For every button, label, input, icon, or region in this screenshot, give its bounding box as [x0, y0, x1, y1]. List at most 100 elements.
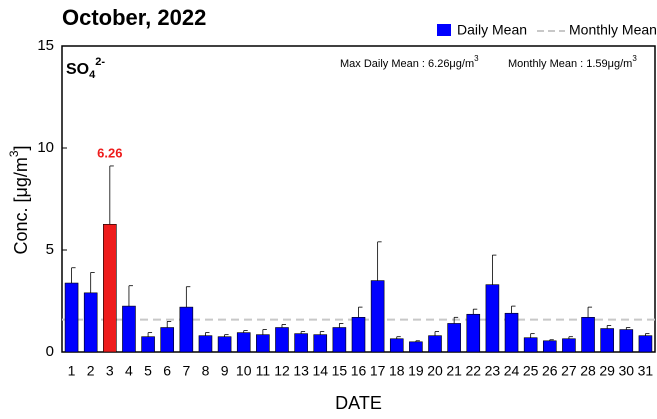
x-tick-label: 1 — [68, 363, 76, 379]
error-bar — [415, 340, 420, 342]
x-tick-label: 26 — [542, 363, 558, 379]
bar — [504, 312, 519, 353]
error-bar — [338, 323, 344, 328]
error-bar — [205, 332, 210, 336]
bar — [179, 306, 194, 353]
error-bar — [645, 333, 650, 336]
error-bar — [530, 333, 535, 338]
error-bar — [492, 254, 497, 285]
x-tick-label: 3 — [106, 363, 114, 379]
bar — [600, 328, 614, 353]
error-bar — [71, 267, 76, 284]
x-tick-label: 27 — [561, 363, 577, 379]
error-bar — [358, 306, 363, 318]
x-tick-label: 30 — [619, 363, 635, 379]
bar — [122, 305, 136, 353]
bar — [294, 333, 308, 353]
x-tick-label: 29 — [599, 363, 615, 379]
error-bar — [300, 331, 306, 334]
legend-label: Daily Mean — [457, 22, 527, 38]
y-tick-label: 5 — [46, 241, 54, 258]
x-tick-label: 25 — [523, 363, 539, 379]
legend-swatch — [437, 24, 451, 36]
error-bar — [243, 330, 248, 333]
bar — [389, 338, 404, 353]
x-tick-label: 31 — [638, 363, 654, 379]
error-bar — [568, 336, 573, 339]
y-axis-label: Conc. [μg/m3] — [7, 145, 31, 254]
bar — [370, 280, 385, 353]
bar — [485, 284, 500, 353]
x-tick-label: 7 — [182, 363, 190, 379]
error-bar — [128, 285, 133, 307]
bar — [466, 313, 481, 353]
bar — [542, 340, 557, 353]
error-bar — [377, 241, 382, 281]
bar — [351, 317, 366, 353]
value-label: 6.26 — [97, 145, 122, 160]
bar — [428, 335, 442, 353]
error-bar — [185, 286, 191, 308]
x-tick-label: 6 — [163, 363, 171, 379]
error-bar — [281, 324, 286, 328]
bar — [409, 341, 423, 353]
species-label: SO42- — [66, 56, 105, 81]
x-tick-label: 18 — [389, 363, 405, 379]
x-tick-label: 24 — [504, 363, 520, 379]
legend-label: Monthly Mean — [569, 22, 657, 38]
annotation: Monthly Mean : 1.59μg/m3 — [508, 54, 637, 70]
error-bar — [262, 329, 267, 335]
x-tick-label: 5 — [144, 363, 152, 379]
x-tick-label: 14 — [312, 363, 328, 379]
x-tick-label: 2 — [87, 363, 95, 379]
y-label-text: Conc. [μg/m — [11, 157, 31, 254]
bar — [198, 335, 213, 353]
x-tick-label: 10 — [236, 363, 252, 379]
error-bar — [147, 332, 153, 337]
y-tick-label: 15 — [37, 37, 54, 54]
bar — [638, 335, 653, 353]
chart-title: October, 2022 — [62, 5, 206, 30]
y-label-end: ] — [11, 145, 31, 150]
bar — [256, 334, 270, 353]
bar — [332, 327, 347, 353]
x-tick-label: 17 — [370, 363, 386, 379]
error-bar — [625, 327, 631, 330]
error-bar — [511, 305, 516, 314]
annotation-sup: 3 — [474, 54, 479, 63]
y-label-sup: 3 — [7, 150, 21, 157]
species-text: SO — [66, 61, 89, 78]
bar — [103, 223, 117, 353]
annotation: Max Daily Mean : 6.26μg/m3 — [340, 54, 479, 70]
bar — [619, 329, 634, 353]
x-tick-label: 8 — [202, 363, 210, 379]
error-bar — [453, 316, 459, 324]
bar — [217, 336, 232, 353]
plot-frame — [61, 45, 656, 353]
bar — [523, 337, 538, 353]
bar — [581, 317, 595, 353]
x-tick-label: 12 — [274, 363, 290, 379]
x-tick-label: 15 — [332, 363, 348, 379]
annotation-text: Max Daily Mean : 6.26μg/m — [340, 58, 474, 70]
bar — [64, 282, 79, 353]
error-bar — [434, 331, 440, 336]
x-tick-label: 21 — [446, 363, 462, 379]
species-sub: 4 — [89, 69, 96, 81]
y-tick-label: 0 — [46, 343, 54, 360]
y-tick-label: 10 — [37, 139, 54, 156]
bar — [275, 327, 289, 353]
error-bar — [396, 336, 401, 339]
x-tick-label: 11 — [256, 363, 271, 379]
x-tick-label: 19 — [408, 363, 424, 379]
x-tick-label: 23 — [485, 363, 501, 379]
bar — [83, 292, 98, 353]
error-bar — [90, 272, 95, 293]
error-bar — [587, 306, 593, 318]
error-bar — [166, 320, 172, 328]
bar — [447, 323, 461, 353]
bar — [562, 338, 576, 353]
bar — [160, 327, 175, 353]
error-bar — [472, 308, 478, 315]
